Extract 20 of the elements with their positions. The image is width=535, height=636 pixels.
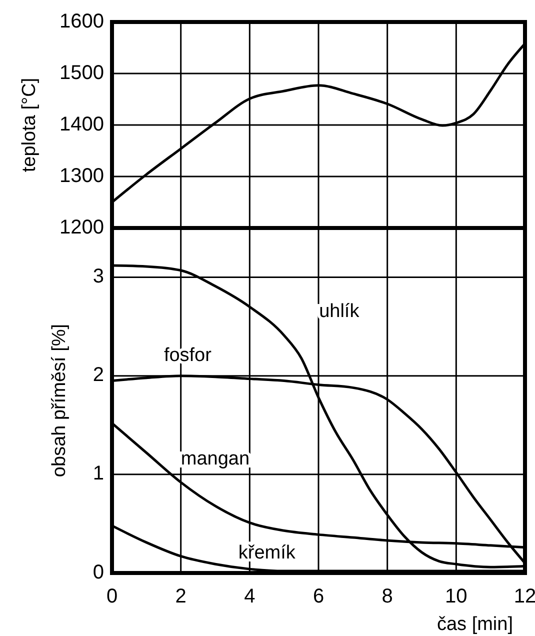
y-tick-label: 2 — [92, 364, 104, 386]
y-axis-title: obsah příměsí [%] — [49, 324, 70, 478]
x-axis-title: čas [min] — [436, 614, 514, 636]
x-tick-label: 4 — [244, 585, 256, 608]
x-tick-label: 8 — [382, 585, 393, 608]
x-tick-label: 12 — [514, 585, 535, 608]
y-tick-label: 1 — [92, 462, 104, 485]
y-tick-label: 1200 — [60, 216, 104, 238]
y-tick-label: 3 — [92, 266, 104, 288]
y-tick-label: 1600 — [60, 10, 104, 32]
y-axis-title: teplota [°C] — [19, 78, 40, 172]
y-tick-label: 1400 — [60, 113, 104, 136]
x-tick-label: 6 — [312, 585, 324, 608]
series-label: mangan — [180, 448, 250, 470]
x-tick-label: 10 — [445, 585, 468, 608]
series-label: uhlík — [319, 300, 360, 322]
x-tick-label: 2 — [175, 585, 186, 608]
y-tick-label: 1300 — [60, 164, 104, 187]
y-tick-label: 0 — [92, 561, 104, 584]
y-tick-label: 1500 — [60, 62, 104, 84]
